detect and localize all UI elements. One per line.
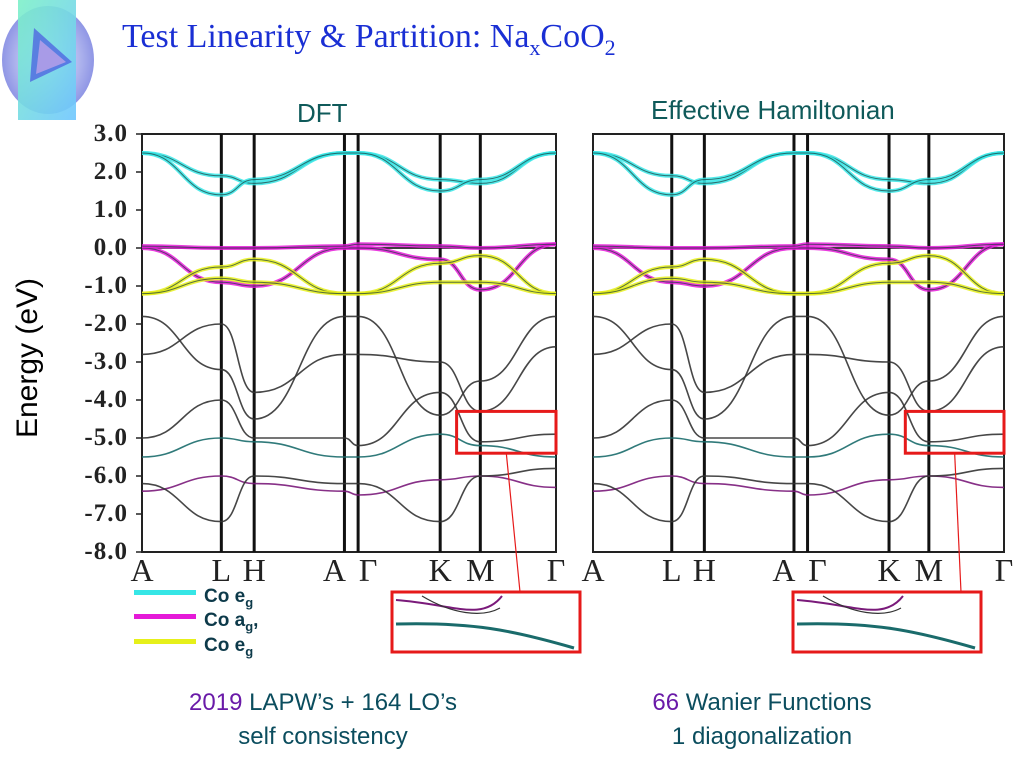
k-point-label: A <box>322 552 346 588</box>
band-line <box>592 467 1005 523</box>
inset-band <box>395 622 575 650</box>
y-tick-label: 0.0 <box>93 234 128 261</box>
title-sub-2: 2 <box>604 34 616 60</box>
band-line-core <box>141 243 557 291</box>
k-point-label: Γ <box>546 552 566 588</box>
title-sub-x: x <box>529 34 541 60</box>
y-tick-label: 3.0 <box>93 120 128 147</box>
band-line-core <box>592 152 1005 196</box>
panel-title-effective-hamiltonian: Effective Hamiltonian <box>651 95 895 125</box>
legend-label-text: Co e <box>204 586 246 607</box>
note-right: 66 Wanier Functions 1 diagonalization <box>652 686 871 754</box>
panel-effective-hamiltonian <box>592 133 1006 654</box>
note-left-line2: self consistency <box>238 723 408 750</box>
inset-band <box>421 595 501 614</box>
y-tick-label: -2.0 <box>84 310 128 337</box>
band-line-core <box>592 277 1005 295</box>
zoom-connector <box>954 453 962 593</box>
band-line <box>141 475 557 496</box>
inset-band <box>395 595 503 611</box>
legend-label-sub: g <box>245 594 254 610</box>
y-tick-label: -4.0 <box>84 386 128 413</box>
zoom-box <box>903 409 1006 455</box>
band-line-core <box>592 243 1005 291</box>
legend-label-co-eg-pi: Co eg <box>204 635 253 659</box>
plot-frame <box>592 133 1005 553</box>
note-left: 2019 LAPW’s + 164 LO’s self consistency <box>189 686 457 754</box>
k-point-label: K <box>428 552 452 588</box>
y-tick-label: -6.0 <box>84 462 128 489</box>
k-point-label: L <box>211 552 232 588</box>
inset-band <box>796 595 904 611</box>
band-line <box>592 323 1005 413</box>
legend-label-co-eg-sigma: Co eg <box>204 586 253 610</box>
legend-label-sub: g <box>245 618 254 634</box>
note-right-text: Wanier Functions <box>679 689 872 716</box>
band-line <box>141 433 557 458</box>
y-tick-label: -8.0 <box>84 538 128 565</box>
plot-frame <box>141 133 557 553</box>
band-line <box>141 323 557 413</box>
band-line <box>592 433 1005 458</box>
k-point-label: Γ <box>358 552 378 588</box>
k-point-label: M <box>466 552 495 588</box>
note-right-line2: 1 diagonalization <box>671 723 853 750</box>
zoom-box <box>455 409 558 455</box>
y-tick-label: -1.0 <box>84 272 128 299</box>
note-left-number: 2019 <box>189 689 243 716</box>
band-line <box>141 315 557 420</box>
band-line-core <box>141 243 557 249</box>
inset-band <box>796 622 976 650</box>
k-point-label: L <box>661 552 682 588</box>
band-line <box>141 391 557 447</box>
note-right-number: 66 <box>652 689 680 716</box>
y-tick-label: 1.0 <box>93 196 128 223</box>
k-point-label: M <box>914 552 944 588</box>
k-point-label: A <box>772 552 796 588</box>
panel-dft <box>136 133 582 654</box>
slide-title: Test Linearity & Partition: NaxCoO2 <box>122 18 616 61</box>
zoom-connector <box>505 453 521 593</box>
legend-label-suffix: , <box>253 610 259 631</box>
logo-icon <box>2 0 94 120</box>
title-mid: CoO <box>540 18 605 55</box>
k-point-label: A <box>130 552 154 588</box>
legend-label-text: Co e <box>204 635 246 656</box>
band-line-core <box>592 243 1005 249</box>
k-point-label: K <box>877 552 901 588</box>
band-line-core <box>141 152 557 196</box>
band-line <box>141 467 557 523</box>
legend-label-sub: g <box>245 643 254 659</box>
legend-swatch-co-eg-sigma <box>134 590 196 595</box>
y-tick-label: 2.0 <box>93 158 128 185</box>
k-point-label: Γ <box>808 552 827 588</box>
legend-label-text: Co a <box>204 610 246 631</box>
y-tick-label: -3.0 <box>84 348 128 375</box>
k-point-label: Γ <box>994 552 1014 588</box>
legend-label-co-a1g: Co ag, <box>204 610 258 634</box>
band-line-core <box>141 277 557 295</box>
panel-title-dft: DFT <box>297 98 348 128</box>
band-line <box>592 475 1005 496</box>
inset-band <box>822 595 902 614</box>
k-point-label: H <box>242 552 266 588</box>
legend-swatch-co-eg-pi <box>134 639 196 644</box>
legend-swatch-co-a1g <box>134 614 196 619</box>
note-left-text: LAPW’s + 164 LO’s <box>242 689 457 716</box>
k-point-label: A <box>581 552 605 588</box>
band-line <box>592 391 1005 447</box>
y-tick-label: -5.0 <box>84 424 128 451</box>
title-main: Test Linearity & Partition: Na <box>122 18 530 55</box>
y-tick-label: -7.0 <box>84 500 128 527</box>
k-point-label: H <box>692 552 716 588</box>
band-line <box>592 315 1005 420</box>
